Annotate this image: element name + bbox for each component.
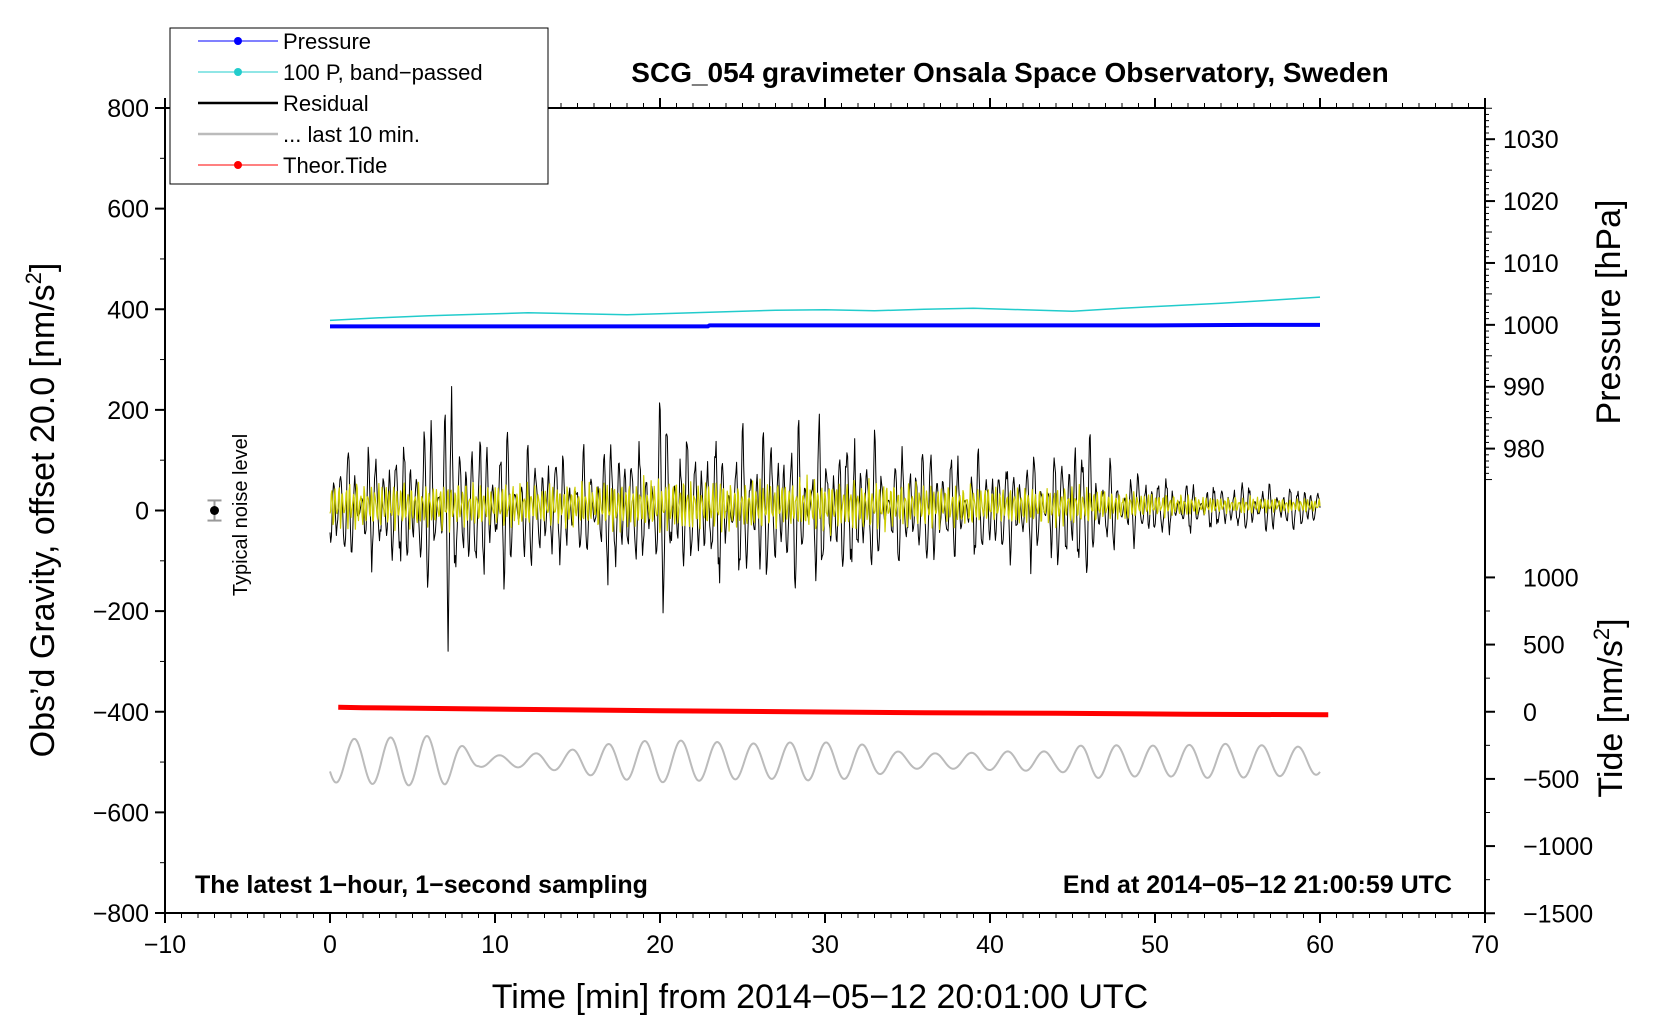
- tide-tick-label: 1000: [1523, 564, 1579, 592]
- tide-axis-label-end: ]: [1592, 618, 1630, 627]
- axes-layer: −10 0 10 20 30 40 50 60 708006004002000−200−400−…: [93, 95, 1594, 959]
- tide-tick-label: −1000: [1523, 833, 1593, 861]
- y-tick-label: −200: [93, 598, 149, 626]
- pressure-tick-label: 990: [1503, 374, 1545, 402]
- y-axis-label-sup: 2: [21, 272, 46, 284]
- tide-axis-label: Tide [nm/s2]: [1589, 618, 1630, 797]
- pressure-tick-label: 1000: [1503, 312, 1559, 340]
- noise-indicator: [207, 499, 222, 522]
- legend-items: Pressure 100 P, band−passed Residual ... la…: [198, 29, 483, 178]
- x-axis-label: Time [min] from 2014−05−12 20:01:00 UTC: [492, 978, 1148, 1016]
- tide-axis-label-sup: 2: [1589, 628, 1614, 640]
- tide-tick-label: −500: [1523, 766, 1579, 794]
- legend-item-2: Residual: [198, 91, 369, 116]
- noise-level-label: Typical noise level: [230, 434, 252, 596]
- y-axis-label-end: ]: [24, 263, 62, 272]
- series-last-10-min: [329, 734, 1321, 787]
- x-tick-label: 10: [481, 931, 509, 959]
- x-tick-label: 70: [1471, 931, 1499, 959]
- y-tick-label: 0: [135, 498, 149, 526]
- x-tick-label: 30: [811, 931, 839, 959]
- y-tick-label: 600: [107, 196, 149, 224]
- legend-item-3: ... last 10 min.: [198, 122, 420, 147]
- legend-label: Residual: [283, 91, 369, 116]
- tide-tick-label: 500: [1523, 632, 1565, 660]
- legend-label: ... last 10 min.: [283, 122, 420, 147]
- y-tick-label: 400: [107, 296, 149, 324]
- y-tick-label: −400: [93, 699, 149, 727]
- pressure-tick-label: 1030: [1503, 126, 1559, 154]
- y-tick-label: −800: [93, 900, 149, 928]
- legend: Pressure 100 P, band−passed Residual ... la…: [169, 27, 549, 185]
- legend-swatch-marker: [234, 68, 242, 76]
- tide-tick-label: −1500: [1523, 900, 1593, 928]
- x-tick-label: 40: [976, 931, 1004, 959]
- legend-item-4: Theor.Tide: [198, 153, 387, 178]
- x-tick-label: 20: [646, 931, 674, 959]
- pressure-tick-label: 1020: [1503, 188, 1559, 216]
- series-theor-tide: [338, 704, 1329, 718]
- series-layer: [329, 296, 1329, 787]
- end-time-annotation: End at 2014−05−12 21:00:59 UTC: [1063, 871, 1452, 899]
- tide-tick-label: 0: [1523, 699, 1537, 727]
- x-tick-label: −10: [144, 931, 186, 959]
- legend-swatch-marker: [234, 161, 242, 169]
- sampling-annotation: The latest 1−hour, 1−second sampling: [195, 871, 648, 899]
- legend-box: [169, 27, 549, 185]
- series-band-passed-residual: [329, 474, 1321, 536]
- tide-axis-label-main: Tide [nm/s: [1592, 640, 1630, 797]
- pressure-tick-label: 980: [1503, 436, 1545, 464]
- y-tick-label: 200: [107, 397, 149, 425]
- x-tick-label: 60: [1306, 931, 1334, 959]
- y-tick-label: −600: [93, 799, 149, 827]
- y-axis-label: Obs’d Gravity, offset 20.0 [nm/s2]: [21, 263, 62, 758]
- noise-point: [210, 506, 219, 515]
- series-pressure: [330, 322, 1320, 329]
- y-tick-label: 800: [107, 95, 149, 123]
- series-100-p-band-passed: [329, 296, 1321, 322]
- legend-swatch-marker: [234, 37, 242, 45]
- y-axis-label-main: Obs’d Gravity, offset 20.0 [nm/s: [24, 284, 62, 757]
- pressure-tick-label: 1010: [1503, 250, 1559, 278]
- chart-title: SCG_054 gravimeter Onsala Space Observat…: [631, 57, 1388, 88]
- legend-label: Pressure: [283, 29, 371, 54]
- legend-item-0: Pressure: [198, 29, 371, 54]
- legend-label: Theor.Tide: [283, 153, 387, 178]
- x-tick-label: 50: [1141, 931, 1169, 959]
- pressure-axis-label: Pressure [hPa]: [1590, 200, 1628, 425]
- legend-label: 100 P, band−passed: [283, 60, 483, 85]
- legend-item-1: 100 P, band−passed: [198, 60, 483, 85]
- x-tick-label: 0: [323, 931, 337, 959]
